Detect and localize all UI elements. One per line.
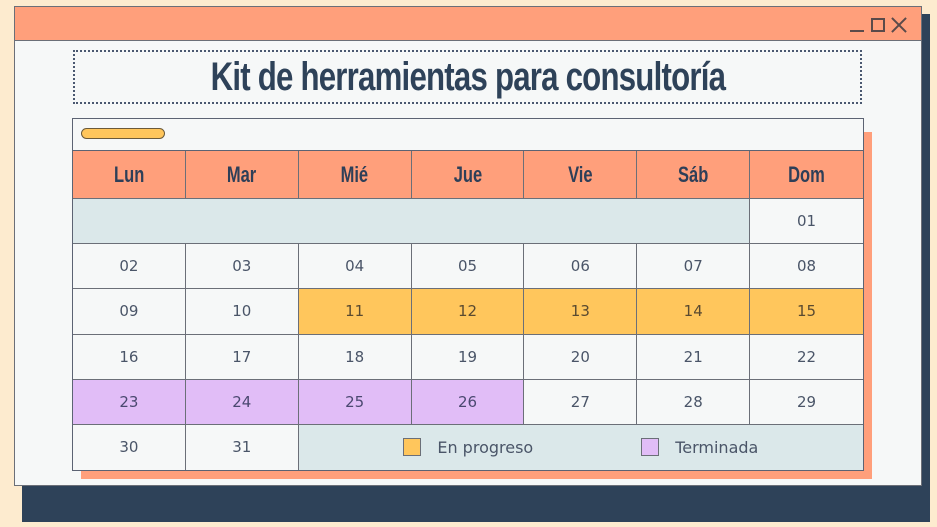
day-cell[interactable]: 27	[524, 379, 638, 425]
day-cell[interactable]: 28	[637, 379, 751, 425]
day-cell[interactable]: 24	[185, 379, 299, 425]
legend-swatch-icon	[403, 438, 422, 457]
day-cell[interactable]: 26	[411, 379, 525, 425]
day-cell[interactable]: 15	[750, 289, 863, 335]
day-cell[interactable]: 02	[73, 244, 186, 290]
day-cell[interactable]: 31	[185, 424, 299, 470]
day-cell[interactable]: 04	[298, 244, 412, 290]
decorative-pill	[81, 128, 165, 139]
day-cell[interactable]: 14	[637, 289, 751, 335]
day-cell[interactable]: 10	[185, 289, 299, 335]
day-cell[interactable]: 06	[524, 244, 638, 290]
calendar: Lun Mar Mié Jue Vie Sáb Dom 01 02 03 04 05 06…	[72, 118, 864, 471]
weekday-header: Vie	[524, 151, 638, 199]
empty-days	[73, 199, 751, 245]
day-cell[interactable]: 17	[185, 334, 299, 380]
weekday-header: Lun	[73, 151, 186, 199]
maximize-icon[interactable]	[871, 18, 885, 32]
day-cell[interactable]: 16	[73, 334, 186, 380]
window-controls	[849, 15, 907, 33]
weekday-header: Sáb	[637, 151, 751, 199]
day-cell[interactable]: 19	[411, 334, 525, 380]
day-cell[interactable]: 22	[750, 334, 863, 380]
day-cell[interactable]: 01	[750, 199, 863, 245]
weekday-header: Mié	[298, 151, 412, 199]
day-cell[interactable]: 23	[73, 379, 186, 425]
day-cell[interactable]: 20	[524, 334, 638, 380]
day-cell[interactable]: 03	[185, 244, 299, 290]
day-cell[interactable]: 09	[73, 289, 186, 335]
minimize-icon[interactable]	[849, 17, 865, 33]
day-cell[interactable]: 18	[298, 334, 412, 380]
day-cell[interactable]: 12	[411, 289, 525, 335]
legend-item: Terminada	[641, 438, 758, 457]
legend-label: Terminada	[675, 437, 759, 457]
legend-label: En progreso	[437, 437, 534, 457]
calendar-top-strip	[73, 119, 863, 151]
title-box: Kit de herramientas para consultoría	[73, 50, 862, 104]
day-cell[interactable]: 11	[298, 289, 412, 335]
legend-item: En progreso	[403, 438, 533, 457]
day-cell[interactable]: 05	[411, 244, 525, 290]
weekday-header: Dom	[750, 151, 863, 199]
page-title: Kit de herramientas para consultoría	[210, 54, 725, 99]
day-cell[interactable]: 13	[524, 289, 638, 335]
legend: En progreso Terminada	[298, 424, 863, 470]
day-cell[interactable]: 08	[750, 244, 863, 290]
day-cell[interactable]: 30	[73, 424, 186, 470]
day-cell[interactable]: 25	[298, 379, 412, 425]
weekday-header: Mar	[185, 151, 299, 199]
day-cell[interactable]: 07	[637, 244, 751, 290]
weekday-header: Jue	[411, 151, 525, 199]
title-bar	[15, 7, 921, 41]
day-cell[interactable]: 29	[750, 379, 863, 425]
close-icon[interactable]	[891, 17, 907, 33]
calendar-grid: Lun Mar Mié Jue Vie Sáb Dom 01 02 03 04 05 06…	[73, 151, 863, 470]
legend-swatch-icon	[641, 438, 660, 457]
day-cell[interactable]: 21	[637, 334, 751, 380]
